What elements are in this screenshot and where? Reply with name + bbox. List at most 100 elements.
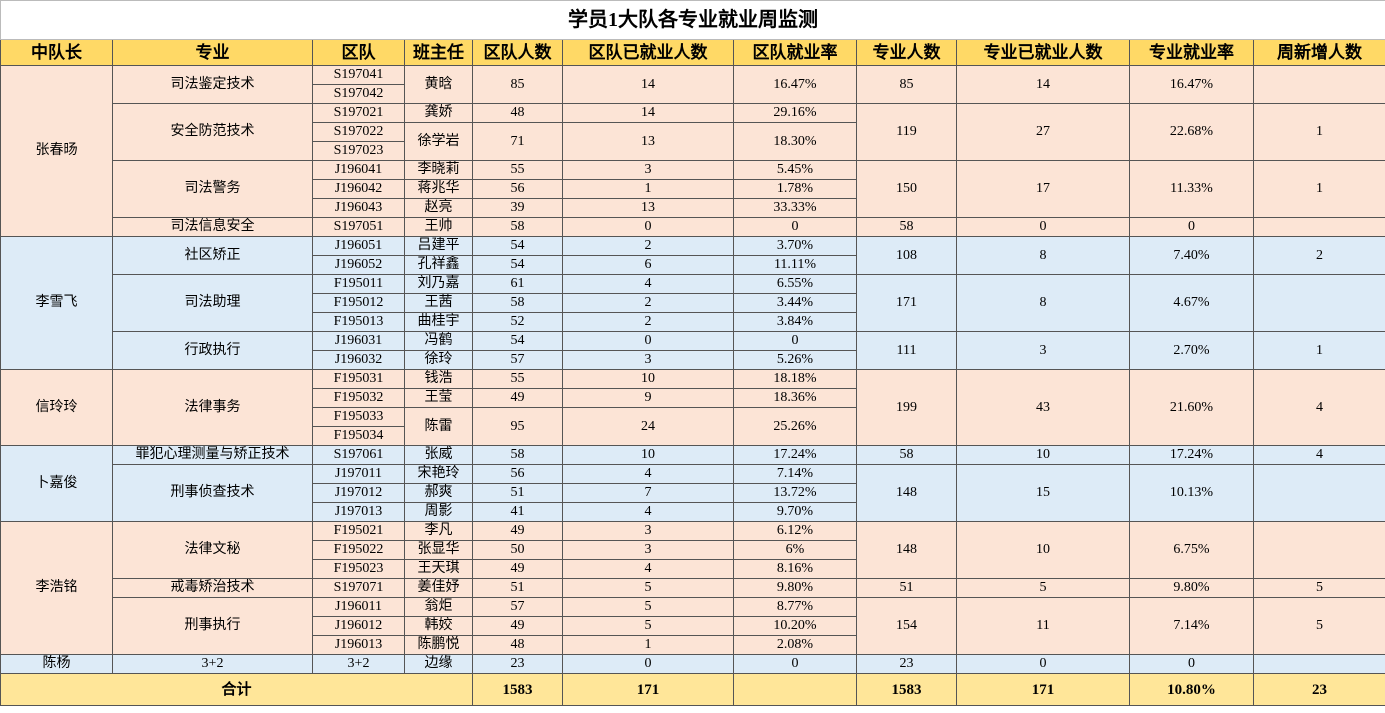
major: 司法警务	[112, 160, 313, 218]
major-count: 199	[856, 369, 957, 446]
teacher: 陈雷	[404, 407, 473, 446]
major-employed: 27	[956, 103, 1130, 161]
row: 行政执行 J196031 冯鹤 54 0 0 111 3 2.70% 1	[0, 331, 1385, 370]
major-rate: 2.70%	[1129, 331, 1254, 370]
weekly-new: 4	[1252, 369, 1385, 446]
leader: 李雪飞	[0, 236, 113, 370]
teacher: 徐学岩	[404, 122, 473, 161]
class-rate: 3.44%	[733, 293, 857, 313]
teacher: 刘乃嘉	[404, 274, 473, 294]
class-count: 58	[472, 293, 563, 313]
class-count: 49	[472, 616, 563, 636]
row: 李雪飞 社区矫正 J196051 吕建平 54 2 3.70% 108 8 7.40% 2	[0, 236, 1385, 370]
total-cell: 171	[562, 673, 734, 706]
class-id: S197071	[312, 578, 405, 598]
class-rate: 3.84%	[733, 312, 857, 332]
class-count: 49	[472, 388, 563, 408]
major-count: 150	[856, 160, 957, 218]
class-employed: 3	[562, 521, 734, 541]
teacher: 边缘	[404, 654, 473, 674]
row: 司法助理 F195011 刘乃嘉 61 4 6.55% 171 8 4.67%	[0, 274, 1385, 332]
major-employed: 3	[956, 331, 1130, 370]
teacher: 孔祥鑫	[404, 255, 473, 275]
weekly-new	[1252, 521, 1385, 579]
row: 张春旸 司法鉴定技术 S197041 黄晗 85 14 16.47% 85 14 16.47%	[0, 65, 1385, 237]
header-cell: 专业已就业人数	[956, 39, 1130, 66]
total-cell: 10.80%	[1129, 673, 1254, 706]
major-count: 111	[856, 331, 957, 370]
weekly-new: 2	[1252, 236, 1385, 275]
row: 卜嘉俊 罪犯心理测量与矫正技术 S197061 张威 58 10 17.24% 58 10 17.…	[0, 445, 1385, 522]
class-id: F195033	[312, 407, 405, 427]
row: 信玲玲 法律事务 F195031 钱浩 55 10 18.18% 199 43 21.60% 4	[0, 369, 1385, 446]
major-count: 58	[856, 445, 957, 465]
class-id: S197021	[312, 103, 405, 123]
class-id: J196043	[312, 198, 405, 218]
class-employed: 0	[562, 331, 734, 351]
header-cell: 专业就业率	[1129, 39, 1254, 66]
class-employed: 2	[562, 293, 734, 313]
teacher: 龚娇	[404, 103, 473, 123]
major-count: 148	[856, 464, 957, 522]
teacher: 李凡	[404, 521, 473, 541]
class-employed: 9	[562, 388, 734, 408]
leader: 陈杨	[0, 654, 113, 674]
class-employed: 4	[562, 274, 734, 294]
class-employed: 0	[562, 217, 734, 237]
major-rate: 22.68%	[1129, 103, 1254, 161]
class-count: 54	[472, 236, 563, 256]
class-id: F195011	[312, 274, 405, 294]
major-count: 108	[856, 236, 957, 275]
major-employed: 11	[956, 597, 1130, 655]
class-rate: 5.45%	[733, 160, 857, 180]
class-id: F195031	[312, 369, 405, 389]
weekly-new: 1	[1252, 103, 1385, 161]
class-employed: 5	[562, 578, 734, 598]
class-rate: 1.78%	[733, 179, 857, 199]
class-count: 56	[472, 464, 563, 484]
class-rate: 18.30%	[733, 122, 857, 161]
teacher: 陈鹏悦	[404, 635, 473, 655]
class-id: F195023	[312, 559, 405, 579]
class-count: 48	[472, 103, 563, 123]
teacher: 徐玲	[404, 350, 473, 370]
class-rate: 0	[733, 331, 857, 351]
class-id: J196051	[312, 236, 405, 256]
weekly-new: 4	[1252, 445, 1385, 465]
class-rate: 13.72%	[733, 483, 857, 503]
class-count: 54	[472, 255, 563, 275]
teacher: 张威	[404, 445, 473, 465]
major-employed: 8	[956, 274, 1130, 332]
class-rate: 7.14%	[733, 464, 857, 484]
class-id: J196011	[312, 597, 405, 617]
class-count: 39	[472, 198, 563, 218]
class-id: J196041	[312, 160, 405, 180]
class-count: 50	[472, 540, 563, 560]
header-cell: 区队已就业人数	[562, 39, 734, 66]
class-id: S197023	[312, 141, 405, 161]
total-cell	[733, 673, 857, 706]
row: 刑事执行 J196011 翁炬 57 5 8.77% 154 11 7.14% 5	[0, 597, 1385, 655]
row: 司法信息安全 S197051 王帅 58 0 0 58 0 0	[0, 217, 1385, 237]
major: 行政执行	[112, 331, 313, 370]
class-id: F195022	[312, 540, 405, 560]
row: 安全防范技术 S197021 龚娇 48 14 29.16% 119 27 22.68% 1	[0, 103, 1385, 161]
total-cell: 1583	[856, 673, 957, 706]
total-cell: 171	[956, 673, 1130, 706]
weekly-new	[1252, 654, 1385, 674]
major-count: 171	[856, 274, 957, 332]
row: 刑事侦查技术 J197011 宋艳玲 56 4 7.14% 148 15 10.13%	[0, 464, 1385, 522]
class-rate: 0	[733, 217, 857, 237]
major-employed: 5	[956, 578, 1130, 598]
teacher: 翁炬	[404, 597, 473, 617]
weekly-new	[1252, 217, 1385, 237]
class-employed: 4	[562, 464, 734, 484]
major-count: 51	[856, 578, 957, 598]
major-rate: 17.24%	[1129, 445, 1254, 465]
class-rate: 6%	[733, 540, 857, 560]
major-employed: 0	[956, 654, 1130, 674]
class-id: J197011	[312, 464, 405, 484]
class-count: 51	[472, 483, 563, 503]
leader: 张春旸	[0, 65, 113, 237]
